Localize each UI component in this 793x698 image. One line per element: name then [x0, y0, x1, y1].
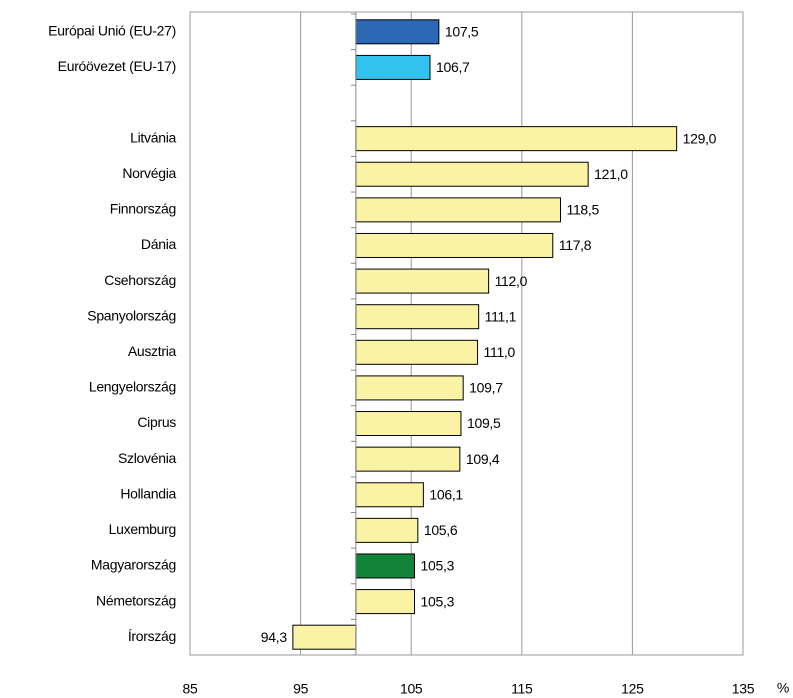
value-label: 109,7 [469, 380, 503, 396]
x-tick-label: 115 [511, 681, 533, 697]
bar [355, 126, 678, 152]
bar [355, 268, 490, 294]
value-label: 111,0 [484, 344, 516, 360]
y-tick-label: Németország [96, 592, 176, 608]
y-tick-label: Luxemburg [109, 521, 176, 537]
bar [292, 624, 357, 650]
bar [355, 54, 431, 80]
y-tick-label: Litvánia [130, 129, 176, 145]
value-label: 117,8 [559, 237, 592, 253]
y-tick-label: Hollandia [120, 485, 176, 501]
y-tick-label: Írország [128, 628, 176, 644]
bar [355, 304, 480, 330]
y-tick-label: Ausztria [128, 343, 177, 359]
y-tick-label: Euróövezet (EU-17) [58, 58, 176, 74]
x-tick-label: 85 [183, 681, 198, 697]
bar [355, 197, 562, 223]
bar [355, 375, 464, 401]
value-label: 121,0 [594, 166, 628, 182]
y-tick-label: Csehország [104, 272, 176, 288]
x-tick-label: 125 [621, 681, 644, 697]
value-label: 94,3 [261, 629, 288, 645]
value-label: 109,5 [467, 415, 501, 431]
x-tick-label: 135 [732, 681, 755, 697]
y-tick-label: Magyarország [91, 557, 176, 573]
plot-border [189, 11, 744, 656]
x-tick-label: 95 [293, 681, 308, 697]
bar [355, 161, 589, 187]
value-label: 129,0 [683, 130, 717, 146]
bar [355, 19, 440, 45]
y-tick-label: Norvégia [122, 165, 176, 181]
bar [355, 339, 479, 365]
bar [355, 446, 461, 472]
bar [355, 482, 424, 508]
x-axis-unit: % [777, 680, 789, 696]
value-label: 105,6 [424, 522, 458, 538]
bar [355, 232, 554, 258]
bar [355, 411, 462, 437]
bar [355, 553, 416, 579]
bar [355, 517, 419, 543]
y-tick-label: Finnország [110, 201, 176, 217]
value-label: 107,5 [445, 24, 479, 40]
y-tick-label: Dánia [141, 236, 177, 252]
y-tick-label: Lengyelország [89, 379, 176, 395]
y-tick-label: Ciprus [137, 414, 176, 430]
y-tick-label: Spanyolország [87, 307, 176, 323]
value-label: 105,3 [421, 593, 455, 609]
value-label: 105,3 [421, 558, 455, 574]
value-label: 106,1 [429, 486, 463, 502]
bar [355, 589, 416, 615]
value-label: 106,7 [436, 59, 470, 75]
x-tick-label: 105 [400, 681, 423, 697]
value-label: 112,0 [495, 273, 528, 289]
value-label: 109,4 [466, 451, 500, 467]
y-tick-label: Európai Unió (EU-27) [48, 23, 176, 39]
value-label: 118,5 [567, 202, 600, 218]
value-label: 111,1 [485, 308, 517, 324]
y-tick-label: Szlovénia [118, 450, 177, 466]
